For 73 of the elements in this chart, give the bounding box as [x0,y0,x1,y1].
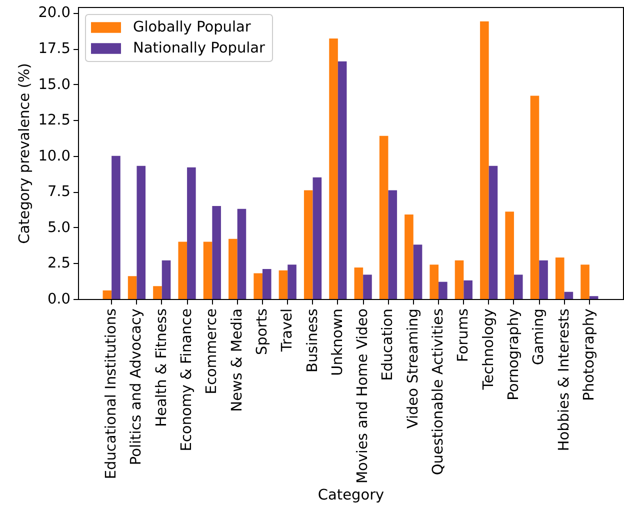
bar [112,156,120,299]
x-tick-label: Health & Fitness [154,308,170,427]
y-tick-label: 5.0 [47,220,70,236]
x-tick-label: Video Streaming [405,308,422,429]
y-tick-label: 0.0 [47,292,70,308]
x-tick-label: Forums [456,308,472,362]
x-tick-label: Education [380,308,396,381]
bar [187,167,196,299]
bar [514,274,523,299]
bar [203,242,212,299]
bar [262,268,272,299]
x-tick-label: Politics and Advocacy [128,308,145,466]
bar [413,244,422,299]
y-tick-label: 12.5 [38,112,70,129]
x-tick-label: Economy & Finance [179,308,196,452]
y-tick-label: 10.0 [38,148,70,164]
x-tick-label: Questionable Activities [430,308,447,476]
bar [530,96,540,299]
bar [288,264,296,299]
x-tick-label: Pornography [506,308,522,400]
x-tick-label: Educational Institutions [104,308,120,480]
x-tick-label: Travel [280,308,296,353]
bar [128,276,137,299]
bar [329,38,338,299]
bar [153,286,162,299]
x-tick-label: Unknown [330,308,346,376]
bar [505,212,514,299]
bar [354,268,364,299]
bar [564,292,574,299]
legend-label: Nationally Popular [133,40,266,56]
bar [278,270,288,299]
bar [162,260,171,299]
x-tick-label: Sports [254,308,270,355]
bar [580,264,590,299]
bar [379,136,388,299]
x-tick-label: Ecommerce [204,308,220,394]
bar [338,61,347,299]
bar [136,166,146,299]
bar [404,214,414,299]
x-tick-label: Business [304,308,321,372]
x-tick-label: Gaming [531,308,548,366]
bar [312,177,322,299]
bar [488,166,498,299]
y-tick-label: 15.0 [38,76,70,93]
y-tick-label: 17.5 [38,41,70,58]
bar [438,282,448,299]
bar [388,190,398,299]
x-tick-label: Photography [581,308,598,401]
bar [178,242,188,299]
y-tick-label: 20.0 [38,5,70,22]
bar [212,206,221,299]
bar [363,274,372,299]
bar [237,208,246,299]
x-tick-label: News & Media [229,308,246,412]
legend-label: Globally Popular [133,20,251,36]
y-axis-title: Category prevalence (%) [17,63,34,244]
bar [430,264,439,299]
bar [304,190,313,299]
bar [254,273,262,299]
y-tick-label: 2.5 [47,256,70,272]
bar [539,260,548,299]
y-tick-label: 7.5 [47,184,70,200]
x-tick-label: Movies and Home Video [355,308,372,484]
bar [102,290,112,299]
bar [555,257,564,299]
x-tick-label: Hobbies & Interests [556,308,572,452]
x-axis-title: Category [318,488,385,504]
bar [228,238,238,299]
bar [480,21,489,299]
bar [454,260,464,299]
bar [464,280,472,299]
bar [589,296,598,299]
x-tick-label: Technology [480,308,497,391]
